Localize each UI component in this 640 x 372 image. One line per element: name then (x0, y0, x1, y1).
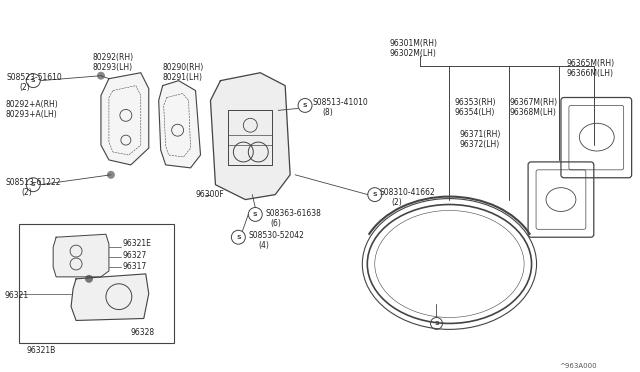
Text: 80293+A(LH): 80293+A(LH) (5, 110, 57, 119)
Text: (4): (4) (259, 241, 269, 250)
Text: 96368M(LH): 96368M(LH) (509, 108, 556, 118)
Text: 80292(RH): 80292(RH) (93, 53, 134, 62)
Text: 96365M(RH): 96365M(RH) (567, 59, 615, 68)
Text: 96371(RH): 96371(RH) (460, 130, 500, 139)
Polygon shape (53, 234, 109, 277)
Text: 96302M(LH): 96302M(LH) (390, 49, 436, 58)
Text: 96366M(LH): 96366M(LH) (567, 69, 614, 78)
Text: 96301M(RH): 96301M(RH) (390, 39, 438, 48)
Text: 80290(RH): 80290(RH) (163, 63, 204, 72)
Text: S08310-41662: S08310-41662 (380, 188, 435, 197)
Text: (6): (6) (270, 219, 281, 228)
Text: ^963A000: ^963A000 (559, 363, 596, 369)
Text: S08513-41010: S08513-41010 (312, 99, 368, 108)
Text: 96317: 96317 (123, 262, 147, 271)
Text: 96300F: 96300F (196, 190, 224, 199)
Text: S: S (434, 321, 439, 326)
Text: 96321B: 96321B (26, 346, 56, 355)
Text: 96372(LH): 96372(LH) (460, 140, 500, 149)
Text: S: S (236, 235, 241, 240)
Text: (2): (2) (19, 83, 30, 92)
Text: 96321: 96321 (4, 291, 29, 300)
Circle shape (107, 171, 115, 179)
Text: S08530-52042: S08530-52042 (248, 231, 304, 240)
Text: S: S (31, 78, 36, 83)
Text: 96367M(RH): 96367M(RH) (509, 99, 557, 108)
Polygon shape (71, 274, 148, 320)
Text: S08513-61222: S08513-61222 (5, 178, 61, 187)
Text: 96353(RH): 96353(RH) (454, 99, 496, 108)
Text: S08523-51610: S08523-51610 (6, 73, 62, 82)
Text: S: S (303, 103, 307, 108)
Text: (8): (8) (322, 108, 333, 118)
Text: 96354(LH): 96354(LH) (454, 108, 495, 118)
Text: S: S (372, 192, 377, 197)
Text: 80293(LH): 80293(LH) (93, 63, 133, 72)
Text: 96321E: 96321E (123, 239, 152, 248)
Polygon shape (101, 73, 148, 165)
Text: S08363-61638: S08363-61638 (265, 209, 321, 218)
Text: 80291(LH): 80291(LH) (163, 73, 203, 82)
Circle shape (97, 72, 105, 80)
Polygon shape (211, 73, 290, 199)
Text: (2): (2) (21, 188, 32, 197)
Text: 96328: 96328 (131, 328, 155, 337)
Text: S: S (31, 182, 36, 187)
Text: 80292+A(RH): 80292+A(RH) (5, 100, 58, 109)
Polygon shape (159, 81, 200, 168)
Bar (19, 224, 173, 343)
Text: 96327: 96327 (123, 251, 147, 260)
Text: S: S (253, 212, 257, 217)
Text: (2): (2) (392, 198, 403, 206)
Circle shape (85, 275, 93, 283)
